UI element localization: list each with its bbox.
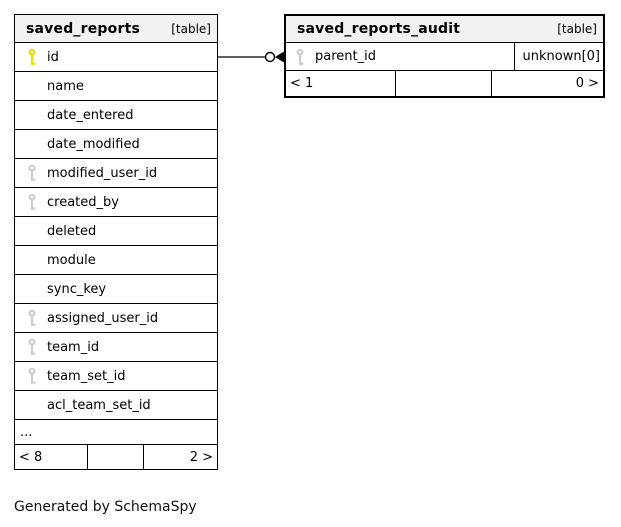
- table-title[interactable]: saved_reports_audit: [297, 21, 461, 37]
- table-type-label: [table]: [171, 21, 211, 36]
- column-row-date-entered: date_entered: [15, 101, 217, 130]
- primary-key-icon: [27, 48, 47, 66]
- column-row-deleted: deleted: [15, 217, 217, 246]
- stats-spacer: [396, 71, 493, 96]
- ellipsis-label: ...: [20, 424, 33, 440]
- foreign-key-icon: [295, 48, 315, 66]
- column-name: name: [47, 78, 84, 94]
- column-name: created_by: [47, 194, 119, 210]
- column-row-team-set-id: team_set_id: [15, 362, 217, 391]
- table-type-label: [table]: [557, 22, 597, 36]
- column-row-created-by: created_by: [15, 188, 217, 217]
- table-node-saved-reports-audit: saved_reports_audit [table] parent_id un…: [284, 14, 605, 98]
- column-name: deleted: [47, 223, 97, 239]
- column-row-date-modified: date_modified: [15, 130, 217, 159]
- column-row-id: id: [15, 43, 217, 72]
- zero-cardinality-circle: [264, 51, 276, 63]
- column-name: sync_key: [47, 281, 107, 297]
- foreign-key-icon: [27, 193, 47, 211]
- fk-relationship-connector: [218, 51, 284, 63]
- column-name: id: [47, 49, 59, 65]
- column-row-module: module: [15, 246, 217, 275]
- column-name: date_modified: [47, 136, 140, 152]
- table-stats-row: < 1 0 >: [286, 71, 603, 96]
- column-type-note: unknown[0]: [514, 43, 603, 70]
- column-row-name: name: [15, 72, 217, 101]
- column-row-parent-id: parent_id unknown[0]: [286, 43, 603, 71]
- more-columns-indicator: ...: [15, 420, 217, 445]
- foreign-key-icon: [27, 367, 47, 385]
- children-count: < 8: [15, 445, 88, 469]
- table-stats-row: < 8 2 >: [15, 445, 217, 469]
- table-title[interactable]: saved_reports: [26, 20, 140, 37]
- parents-count: 0 >: [575, 76, 599, 91]
- column-row-modified-user-id: modified_user_id: [15, 159, 217, 188]
- column-name: team_set_id: [47, 368, 126, 384]
- arrowhead: [275, 51, 284, 63]
- column-name: acl_team_set_id: [47, 397, 151, 413]
- stats-spacer: [88, 445, 145, 469]
- column-row-team-id: team_id: [15, 333, 217, 362]
- column-name: modified_user_id: [47, 165, 158, 181]
- foreign-key-icon: [27, 338, 47, 356]
- column-name: assigned_user_id: [47, 310, 159, 326]
- column-row-assigned-user-id: assigned_user_id: [15, 304, 217, 333]
- column-row-acl-team-set-id: acl_team_set_id: [15, 391, 217, 420]
- column-name: team_id: [47, 339, 100, 355]
- table-node-saved-reports: saved_reports [table] id name date_enter…: [14, 14, 218, 470]
- column-name: date_entered: [47, 107, 134, 123]
- column-row-sync-key: sync_key: [15, 275, 217, 304]
- column-name: parent_id: [315, 49, 376, 64]
- foreign-key-icon: [27, 309, 47, 327]
- children-count: < 1: [286, 71, 396, 96]
- parents-count: 2 >: [189, 449, 213, 465]
- table-header[interactable]: saved_reports [table]: [15, 15, 217, 43]
- generated-by-note: Generated by SchemaSpy: [14, 499, 197, 515]
- foreign-key-icon: [27, 164, 47, 182]
- table-header[interactable]: saved_reports_audit [table]: [286, 16, 603, 43]
- column-name: module: [47, 252, 96, 268]
